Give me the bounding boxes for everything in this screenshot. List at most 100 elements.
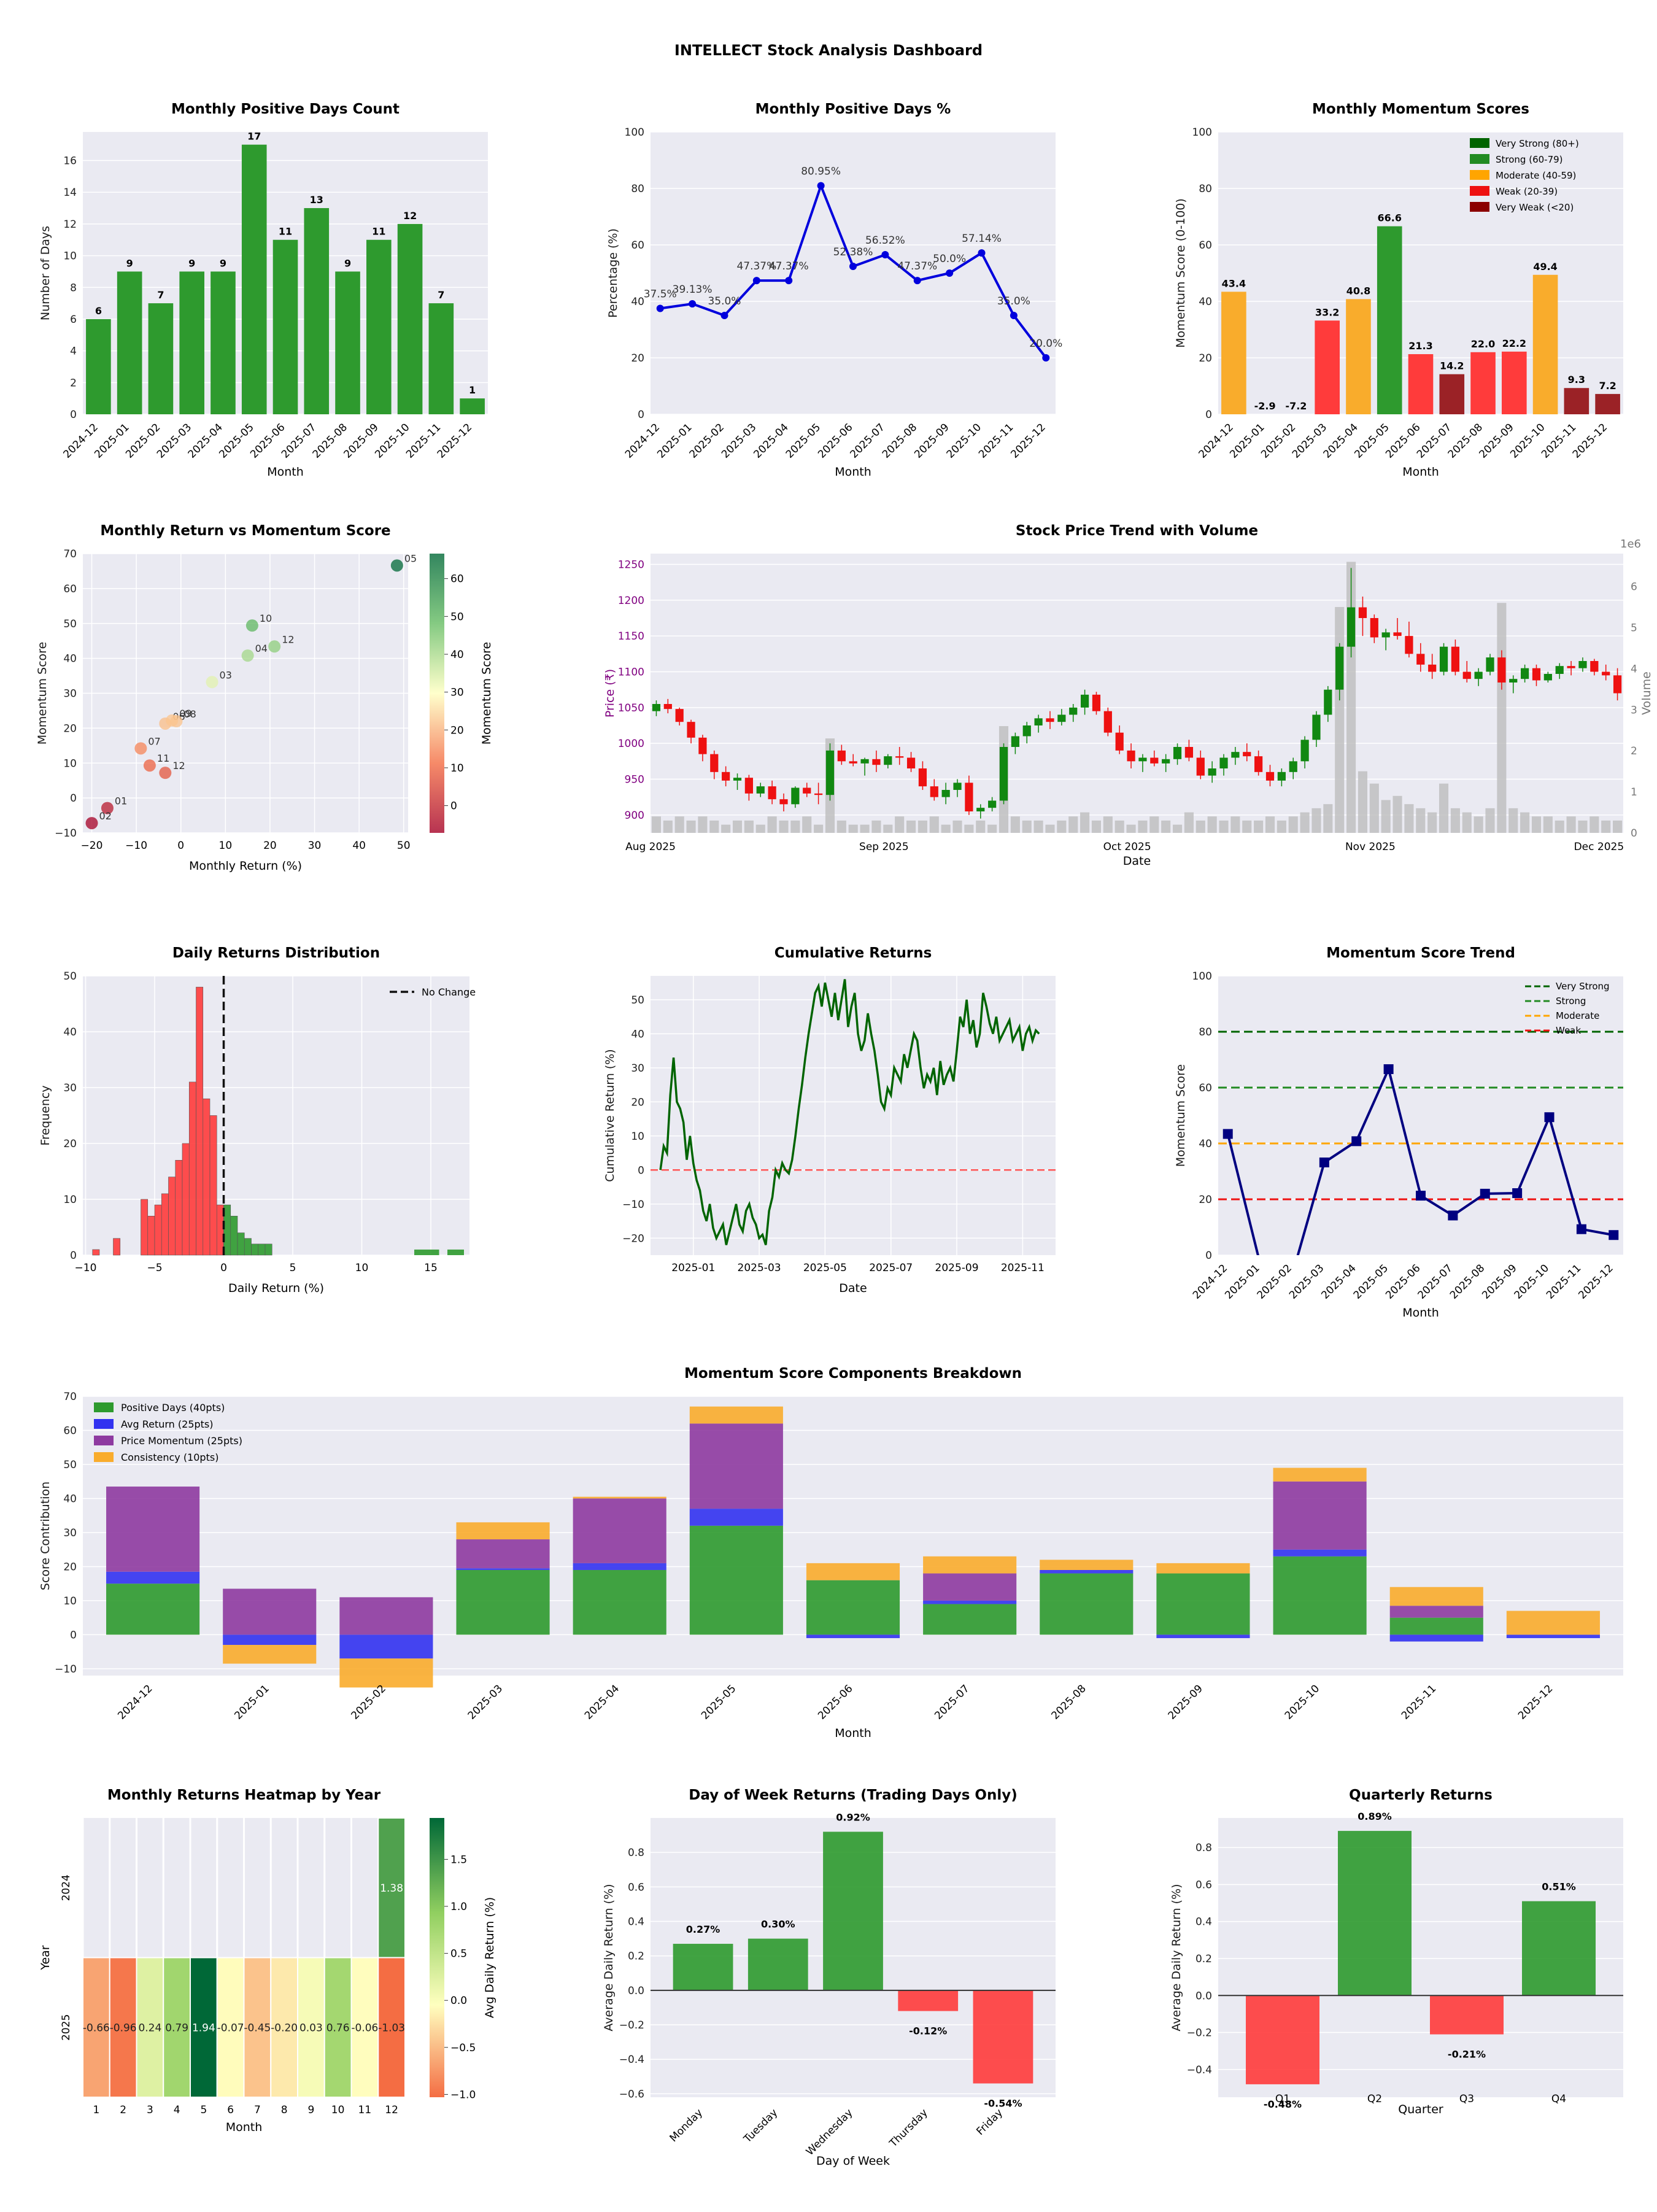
momentum-trend-xtick-label: 2024-12	[1191, 1262, 1230, 1301]
positive-days-pct-data-label: 39.13%	[673, 284, 713, 296]
price-trend-xtick-label: Oct 2025	[1103, 841, 1151, 853]
components-breakdown-segment	[923, 1600, 1017, 1604]
price-trend-volume-bar	[1091, 820, 1102, 833]
returns-heatmap-cell-label: 1.38	[380, 1882, 403, 1895]
price-trend-right-tick-label: 2	[1631, 745, 1637, 757]
components-breakdown-segment	[1273, 1549, 1367, 1557]
positive-days-pct-xtick-label: 2025-10	[944, 421, 984, 460]
positive-days-count-ylabel: Number of Days	[39, 226, 52, 320]
components-breakdown-xtick-label: 2025-10	[1283, 1682, 1322, 1722]
returns-distribution-ytick-label: 20	[63, 1138, 77, 1150]
components-breakdown-ytick-label: 10	[63, 1595, 77, 1607]
price-trend-volume-bar	[709, 820, 719, 833]
returns-distribution-bin	[161, 1193, 169, 1256]
day-of-week-ytick-label: 0.6	[628, 1881, 644, 1893]
price-trend-candle-body	[1173, 747, 1182, 759]
return-vs-momentum-point-label: 01	[115, 795, 127, 807]
momentum-scores-data-label: 22.0	[1471, 338, 1495, 350]
price-trend-volume-bar	[1335, 606, 1345, 833]
positive-days-pct-point	[720, 312, 728, 319]
price-trend-volume-bar	[1555, 820, 1564, 833]
price-trend-volume-bar	[883, 824, 893, 833]
returns-heatmap-cell	[82, 1957, 110, 2098]
return-vs-momentum-ytick-label: 20	[63, 722, 77, 735]
momentum-scores-legend-swatch	[1470, 138, 1489, 148]
return-vs-momentum-ytick-label: 50	[63, 618, 77, 630]
momentum-trend-point	[1383, 1064, 1394, 1074]
momentum-scores-legend-label: Moderate (40-59)	[1496, 170, 1576, 181]
positive-days-count-xtick-label: 2025-12	[435, 421, 474, 460]
returns-heatmap-ylabel: Year	[39, 1945, 52, 1970]
positive-days-pct-xtick-label: 2025-11	[976, 421, 1016, 460]
momentum-scores-ytick-label: 80	[1199, 183, 1212, 195]
price-trend-volume-bar	[1369, 783, 1379, 833]
components-breakdown-xtick-label: 2025-12	[1516, 1682, 1555, 1722]
components-breakdown-ytick-label: 60	[63, 1425, 77, 1437]
price-trend-candle-body	[1462, 671, 1471, 679]
return-vs-momentum-xtick-label: 40	[352, 840, 366, 852]
components-breakdown-segment	[1156, 1563, 1250, 1574]
returns-distribution-ytick-label: 10	[63, 1194, 77, 1206]
momentum-trend-legend-label: Moderate	[1556, 1010, 1599, 1021]
components-breakdown-segment	[1389, 1617, 1483, 1635]
price-trend-candle-body	[1393, 632, 1402, 636]
returns-heatmap-cell-label: 0.79	[165, 2022, 188, 2034]
returns-distribution-bin	[168, 1177, 176, 1256]
returns-distribution-bin	[113, 1238, 121, 1256]
components-breakdown-segment	[689, 1525, 783, 1635]
price-trend-volume-bar	[1531, 816, 1542, 833]
momentum-trend-ytick-label: 80	[1199, 1026, 1212, 1038]
price-trend-volume-bar	[744, 820, 754, 833]
positive-days-count-data-label: 9	[344, 257, 351, 269]
price-trend-candle-body	[1057, 714, 1066, 722]
momentum-scores-ylabel: Momentum Score (0-100)	[1174, 198, 1188, 348]
price-trend-candle-body	[1370, 618, 1378, 638]
price-trend-candle-body	[918, 768, 927, 787]
price-trend-ytick-label: 1150	[618, 630, 644, 643]
momentum-trend-point	[1416, 1191, 1426, 1201]
price-trend-candle-body	[1474, 671, 1483, 679]
components-breakdown-segment	[456, 1568, 550, 1570]
return-vs-momentum-xtick-label: 20	[263, 840, 277, 852]
components-breakdown-segment	[1156, 1573, 1250, 1635]
returns-distribution-bin	[244, 1238, 252, 1256]
positive-days-pct-data-label: 20.0%	[1029, 338, 1062, 350]
momentum-scores-legend-label: Very Weak (<20)	[1496, 202, 1574, 213]
positive-days-count-data-label: 9	[126, 257, 133, 269]
return-vs-momentum-point	[390, 559, 403, 572]
price-trend-candle-body	[1358, 607, 1367, 618]
price-trend-ytick-label: 900	[625, 810, 644, 822]
components-breakdown-segment	[456, 1522, 550, 1540]
price-trend-volume-bar	[1114, 820, 1124, 833]
price-trend-volume-bar	[802, 816, 812, 833]
return-vs-momentum-xtick-label: −10	[125, 840, 147, 852]
positive-days-count-bar	[366, 239, 392, 414]
returns-distribution-ylabel: Frequency	[39, 1085, 52, 1145]
positive-days-count-data-label: 6	[95, 305, 102, 317]
price-trend-volume-bar	[929, 816, 939, 833]
returns-distribution-xtick-label: −10	[75, 1262, 97, 1274]
day-of-week-ytick-label: 0.0	[628, 1985, 644, 1997]
positive-days-count-data-label: 7	[157, 289, 164, 301]
momentum-scores-data-label: 22.2	[1502, 338, 1526, 349]
positive-days-count-bar	[86, 319, 111, 414]
return-vs-momentum-point	[268, 640, 281, 653]
returns-heatmap-cell-label: 1.94	[192, 2022, 215, 2034]
components-breakdown-segment	[106, 1571, 200, 1584]
price-trend-candle-body	[744, 778, 753, 794]
price-trend-candle-body	[1532, 668, 1541, 681]
cumulative-returns-ytick-label: 0	[638, 1164, 644, 1177]
price-trend-candle-body	[1613, 675, 1622, 694]
returns-heatmap-cell	[323, 1957, 352, 2098]
price-trend-volume-bar	[1497, 603, 1507, 833]
components-breakdown-legend-swatch	[94, 1452, 114, 1462]
positive-days-pct-ytick-label: 60	[631, 239, 644, 252]
momentum-scores-bar	[1532, 274, 1558, 414]
return-vs-momentum-ylabel: Momentum Score	[36, 642, 49, 745]
cumulative-returns-ytick-label: 40	[631, 1028, 644, 1040]
momentum-trend-xtick-label: 2025-12	[1576, 1262, 1615, 1301]
momentum-scores-xtick-label: 2025-12	[1570, 421, 1610, 460]
components-breakdown-xtick-label: 2025-03	[466, 1682, 505, 1722]
returns-heatmap-colorbar-tick-label: −1.0	[450, 2089, 476, 2101]
price-trend-candle-body	[1254, 756, 1263, 772]
